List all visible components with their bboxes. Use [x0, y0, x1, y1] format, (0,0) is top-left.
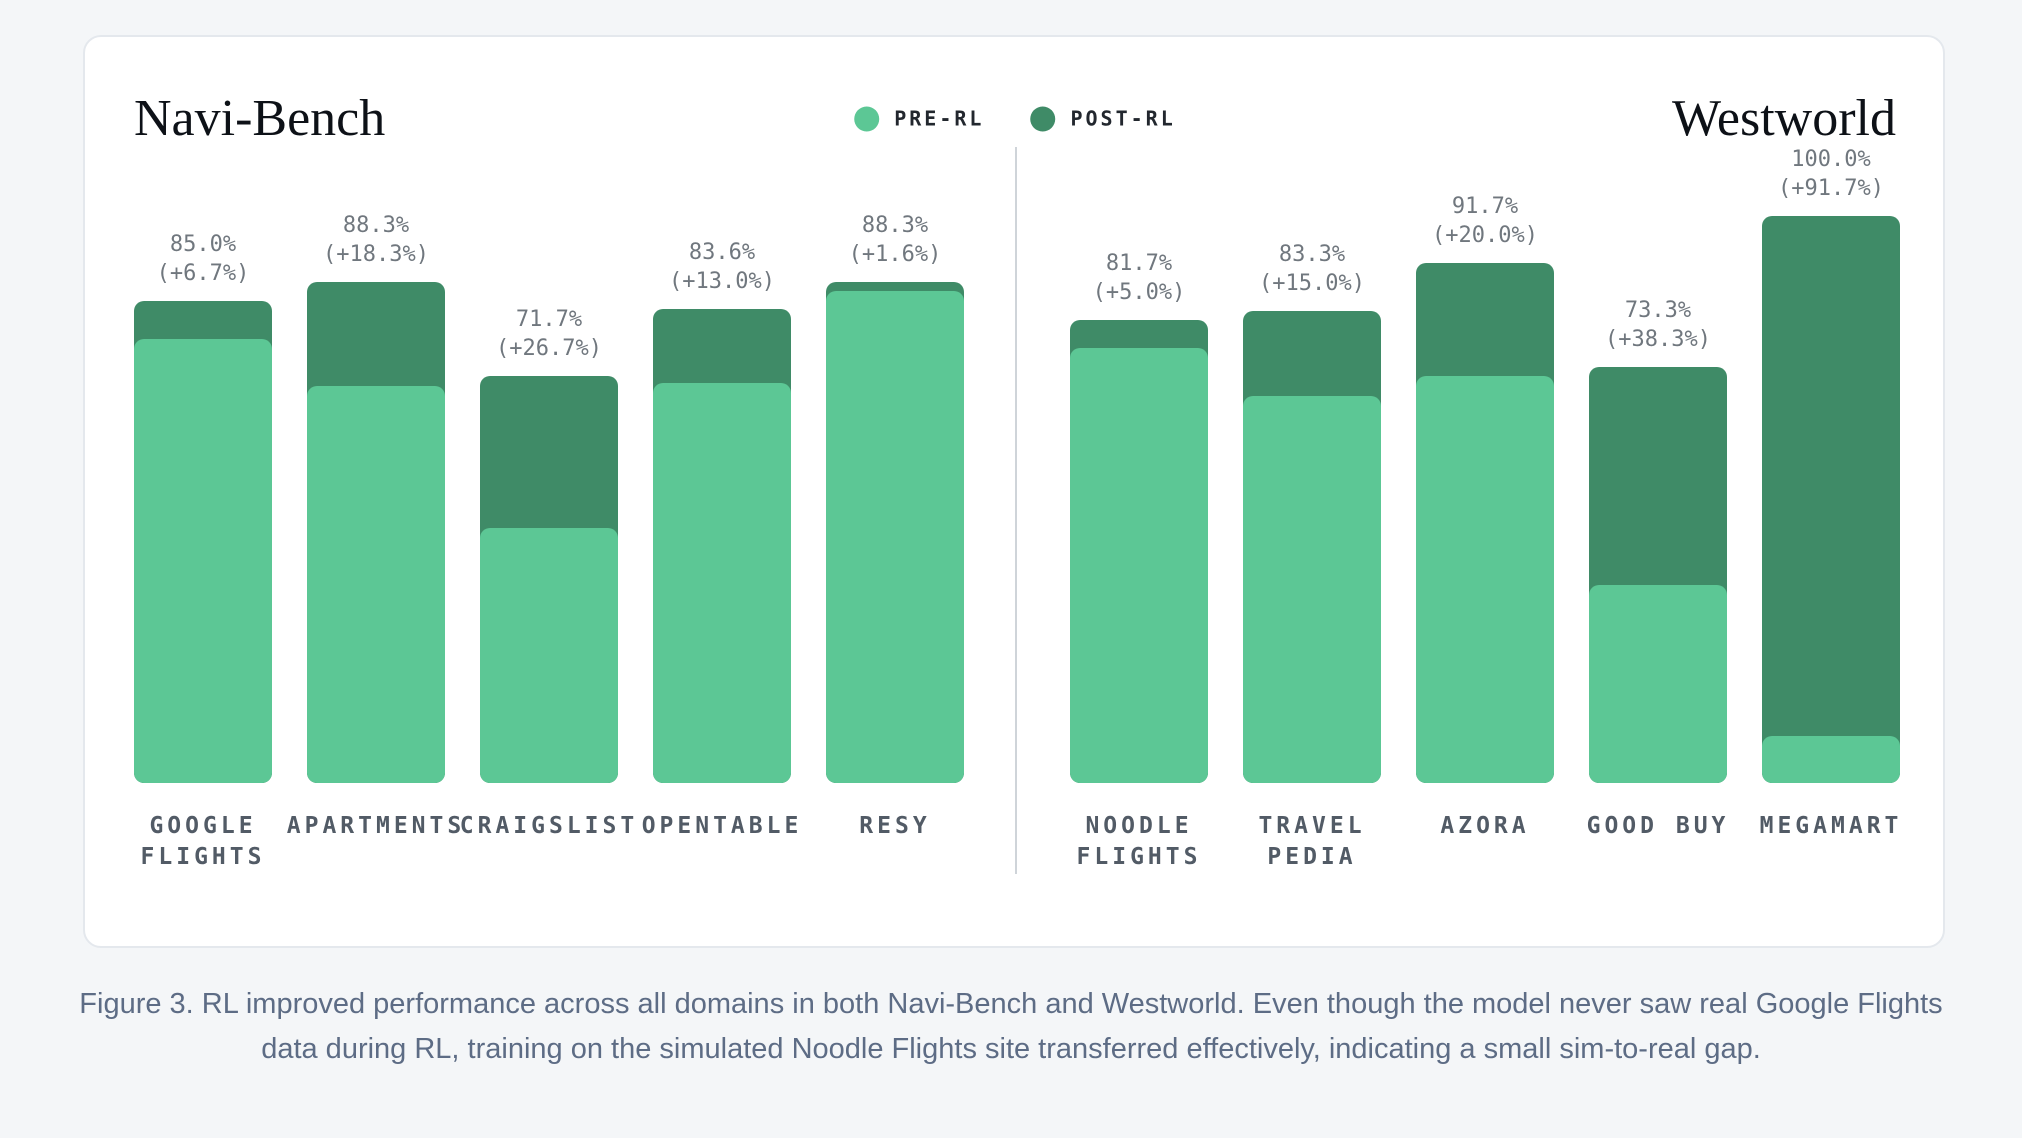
bar-label: OPENTABLE: [641, 813, 803, 839]
bar-annotation: 83.3% (+15.0%): [1259, 241, 1365, 296]
bar-annotation: 85.0% (+6.7%): [156, 232, 250, 287]
bar-annotation: 91.7% (+20.0%): [1432, 194, 1538, 249]
bar-column: 88.3% (+18.3%) APARTMENTS: [287, 213, 461, 839]
bar-column: 83.3% (+15.0%) TRAVEL PEDIA: [1243, 214, 1381, 870]
stacked-bar: [1070, 319, 1208, 783]
stacked-bar: [1416, 263, 1554, 783]
legend-item-post-rl: POST-RL: [1030, 106, 1175, 131]
navi-bench-title: Navi-Bench: [134, 90, 386, 147]
bar-column: 81.7% (+5.0%) NOODLE FLIGHTS: [1070, 214, 1208, 870]
stacked-bar: [1243, 310, 1381, 783]
bar-annotation: 88.3% (+18.3%): [323, 213, 429, 268]
post-rl-dot-icon: [1030, 106, 1056, 131]
pre-rl-segment: [1243, 395, 1381, 783]
pre-rl-legend-label: PRE-RL: [894, 106, 985, 131]
bar-label: MEGAMART: [1759, 813, 1903, 839]
bar-label: CRAIGSLIST: [459, 813, 639, 839]
legend-item-pre-rl: PRE-RL: [854, 106, 984, 131]
bar-column: 85.0% (+6.7%) GOOGLE FLIGHTS: [134, 214, 272, 870]
bar-column: 83.6% (+13.0%) OPENTABLE: [642, 214, 799, 839]
bar-column: 73.3% (+38.3%) GOOD BUY: [1587, 214, 1727, 839]
pre-rl-segment: [1589, 584, 1727, 783]
pre-rl-segment: [134, 339, 272, 783]
figure-caption: Figure 3. RL improved performance across…: [79, 988, 1943, 1065]
pre-rl-dot-icon: [854, 106, 880, 131]
bar-annotation: 73.3% (+38.3%): [1605, 298, 1711, 353]
pre-rl-segment: [307, 386, 445, 783]
post-rl-legend-label: POST-RL: [1070, 106, 1176, 131]
bar-annotation: 100.0% (+91.7%): [1778, 147, 1884, 201]
westworld-title: Westworld: [1672, 90, 1896, 147]
bar-annotation: 88.3% (+1.6%): [848, 213, 942, 268]
bar-column: 88.3% (+1.6%) RESY: [826, 213, 964, 839]
pre-rl-segment: [1070, 348, 1208, 783]
navi-bench-bar-group: 85.0% (+6.7%) GOOGLE FLIGHTS 88.3% (+18.3%) A…: [134, 213, 964, 870]
pre-rl-segment: [653, 382, 791, 783]
bar-label: TRAVEL PEDIA: [1258, 813, 1366, 870]
pre-rl-segment: [480, 527, 618, 783]
bar-chart: 85.0% (+6.7%) GOOGLE FLIGHTS 88.3% (+18.3%) A…: [134, 147, 1900, 874]
bar-label: GOOGLE FLIGHTS: [140, 813, 266, 870]
pre-rl-segment: [1762, 735, 1900, 783]
figure-card: Navi-Bench PRE-RL POST-RL Westworld 85.0…: [83, 35, 1945, 948]
westworld-bar-group: 81.7% (+5.0%) NOODLE FLIGHTS 83.3% (+15.0%) T…: [1070, 147, 1900, 870]
stacked-bar: [653, 309, 791, 783]
stacked-bar: [134, 301, 272, 783]
bar-annotation: 83.6% (+13.0%): [669, 240, 775, 294]
bar-label: APARTMENTS: [286, 813, 466, 839]
bar-annotation: 71.7% (+26.7%): [496, 307, 602, 362]
stacked-bar: [1762, 216, 1900, 783]
stacked-bar: [1589, 367, 1727, 783]
pre-rl-segment: [1416, 376, 1554, 783]
legend: PRE-RL POST-RL: [854, 106, 1176, 131]
stacked-bar: [826, 282, 964, 783]
group-divider-line: [1015, 147, 1017, 874]
stacked-bar: [307, 282, 445, 783]
bar-column: 91.7% (+20.0%) AZORA: [1416, 194, 1554, 839]
bar-label: NOODLE FLIGHTS: [1076, 813, 1202, 870]
bar-label: AZORA: [1440, 813, 1530, 839]
bar-column: 71.7% (+26.7%) CRAIGSLIST: [460, 214, 634, 839]
bar-label: GOOD BUY: [1586, 813, 1730, 839]
pre-rl-segment: [826, 291, 964, 783]
bar-annotation: 81.7% (+5.0%): [1092, 250, 1186, 305]
bar-column: 100.0% (+91.7%) MEGAMART: [1760, 147, 1900, 839]
stacked-bar: [480, 376, 618, 783]
figure-header: Navi-Bench PRE-RL POST-RL Westworld: [134, 89, 1896, 148]
bar-label: RESY: [859, 813, 931, 839]
